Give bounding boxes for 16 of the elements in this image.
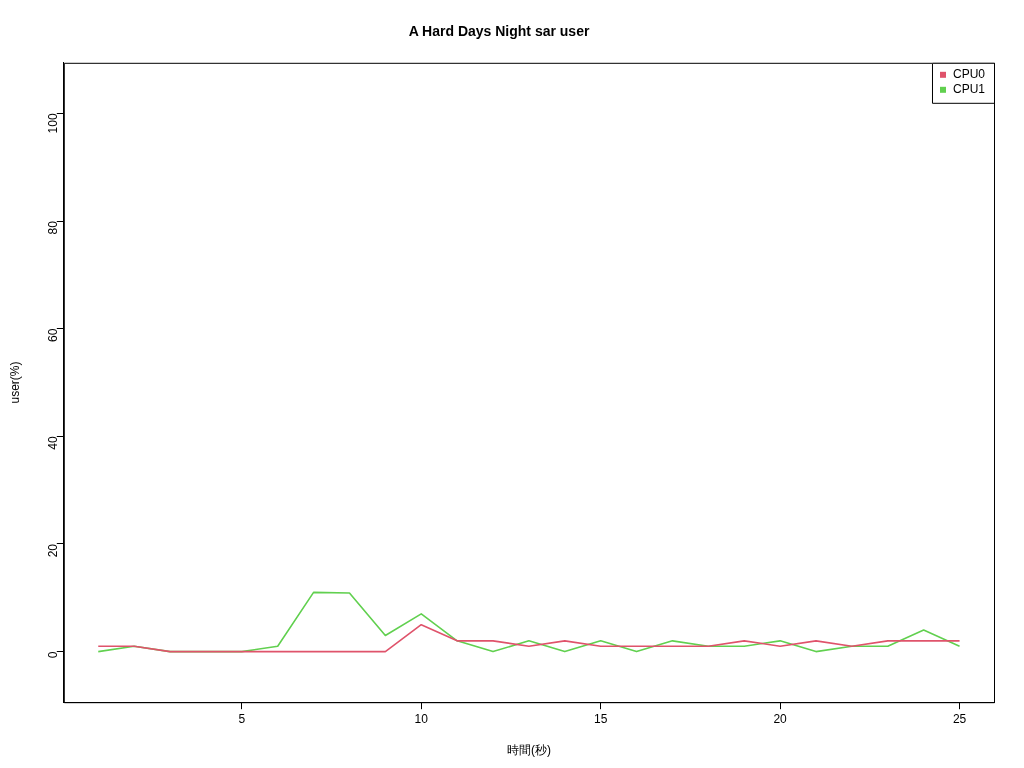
y-tick-label: 0 bbox=[46, 651, 61, 659]
x-tick-label: 10 bbox=[414, 711, 429, 726]
y-tick-label: 20 bbox=[46, 543, 61, 558]
x-tick-label: 5 bbox=[238, 711, 246, 726]
y-tick-label: 100 bbox=[46, 113, 61, 134]
x-axis-title: 時間(秒) bbox=[506, 743, 551, 758]
chart-title: A Hard Days Night sar user bbox=[408, 23, 590, 40]
x-tick-label: 25 bbox=[952, 711, 967, 726]
legend-label: CPU0 bbox=[952, 67, 986, 82]
y-tick-label: 40 bbox=[46, 436, 61, 450]
y-tick-label: 60 bbox=[46, 328, 61, 343]
x-tick-label: 15 bbox=[593, 711, 608, 726]
legend-label: CPU1 bbox=[952, 82, 986, 97]
y-tick-label: 80 bbox=[46, 220, 61, 235]
x-tick-label: 20 bbox=[773, 711, 788, 726]
y-axis-title: user(%) bbox=[7, 361, 22, 404]
